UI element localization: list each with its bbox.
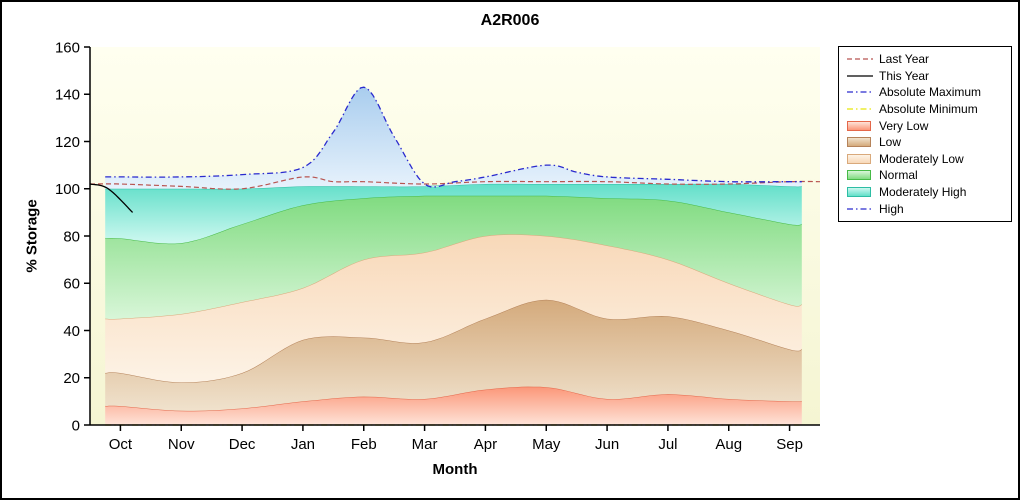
y-tick-label: 0 [72, 417, 80, 434]
y-tick-label: 140 [55, 87, 80, 104]
band-normal [105, 195, 802, 319]
x-tick-label: Oct [109, 436, 133, 453]
legend-glyph-moderately-high [845, 187, 875, 198]
legend-glyph-absolute-maximum [845, 86, 875, 98]
line-absolute-maximum [105, 86, 802, 188]
band-moderately-low [105, 234, 802, 383]
legend-line-absolute-minimum [847, 108, 873, 110]
legend-glyph-moderately-low [845, 153, 875, 164]
y-tick-label: 60 [63, 276, 80, 293]
legend-label: Last Year [879, 52, 930, 67]
x-tick-label: Dec [229, 436, 256, 453]
y-tick-label: 80 [63, 228, 80, 245]
legend-label: High [879, 201, 904, 216]
legend-glyph-very-low [845, 120, 875, 131]
legend-line-high [847, 207, 873, 210]
y-tick-label: 40 [63, 323, 80, 340]
x-tick-label: Jun [595, 436, 619, 453]
legend-label: Moderately High [879, 185, 967, 200]
x-axis-label: Month [432, 461, 478, 478]
legend-swatch-very-low [847, 120, 871, 131]
legend-glyph-this-year [845, 70, 875, 82]
y-axis-label: % Storage [23, 199, 41, 273]
x-tick-label: May [532, 436, 561, 453]
legend-glyph-low [845, 137, 875, 148]
legend-line-absolute-maximum [847, 91, 873, 94]
legend-item-very-low: Very Low [845, 117, 1005, 134]
line-last-year [90, 176, 820, 190]
legend-label: Normal [879, 168, 918, 183]
legend-swatch-low [847, 137, 871, 148]
legend-line-this-year [847, 75, 873, 77]
x-tick-label: Jan [291, 436, 315, 453]
legend-label: Absolute Minimum [879, 102, 978, 117]
legend-label: This Year [879, 68, 930, 83]
y-tick-label: 120 [55, 134, 80, 151]
legend-item-low: Low [845, 134, 1005, 151]
band-very-low [105, 386, 802, 425]
y-tick-label: 100 [55, 181, 80, 198]
legend-item-normal: Normal [845, 167, 1005, 184]
legend-glyph-high [845, 203, 875, 215]
legend-label: Moderately Low [879, 151, 964, 166]
x-tick-label: Sep [776, 436, 803, 453]
band-high [105, 87, 802, 189]
x-tick-label: Aug [715, 436, 742, 453]
y-tick-label: 160 [55, 39, 80, 56]
legend-item-last-year: Last Year [845, 51, 1005, 68]
x-tick-label: Jul [658, 436, 677, 453]
legend-item-moderately-low: Moderately Low [845, 151, 1005, 168]
legend-item-absolute-minimum: Absolute Minimum [845, 101, 1005, 118]
legend-label: Low [879, 135, 902, 150]
legend-item-this-year: This Year [845, 68, 1005, 85]
legend-glyph-absolute-minimum [845, 103, 875, 115]
legend-glyph-last-year [845, 53, 875, 65]
legend-swatch-normal [847, 170, 871, 181]
x-tick-label: Apr [474, 436, 497, 453]
legend-item-absolute-maximum: Absolute Maximum [845, 84, 1005, 101]
legend-label: Very Low [879, 118, 929, 133]
chart-title: A2R006 [480, 12, 540, 29]
legend-swatch-moderately-high [847, 187, 871, 198]
x-tick-label: Mar [412, 436, 438, 453]
legend-line-last-year [847, 58, 873, 60]
legend: Last Year This Year Absolute Maximum Absolu… [838, 46, 1012, 222]
legend-item-high: High [845, 200, 1005, 217]
band-moderately-high [105, 183, 802, 244]
legend-glyph-normal [845, 170, 875, 181]
y-tick-label: 20 [63, 370, 80, 387]
x-tick-label: Nov [168, 436, 195, 453]
legend-swatch-moderately-low [847, 153, 871, 164]
legend-label: Absolute Maximum [879, 85, 982, 100]
legend-item-moderately-high: Moderately High [845, 184, 1005, 201]
band-low [105, 299, 802, 411]
x-tick-label: Feb [351, 436, 377, 453]
line-this-year [89, 183, 134, 213]
